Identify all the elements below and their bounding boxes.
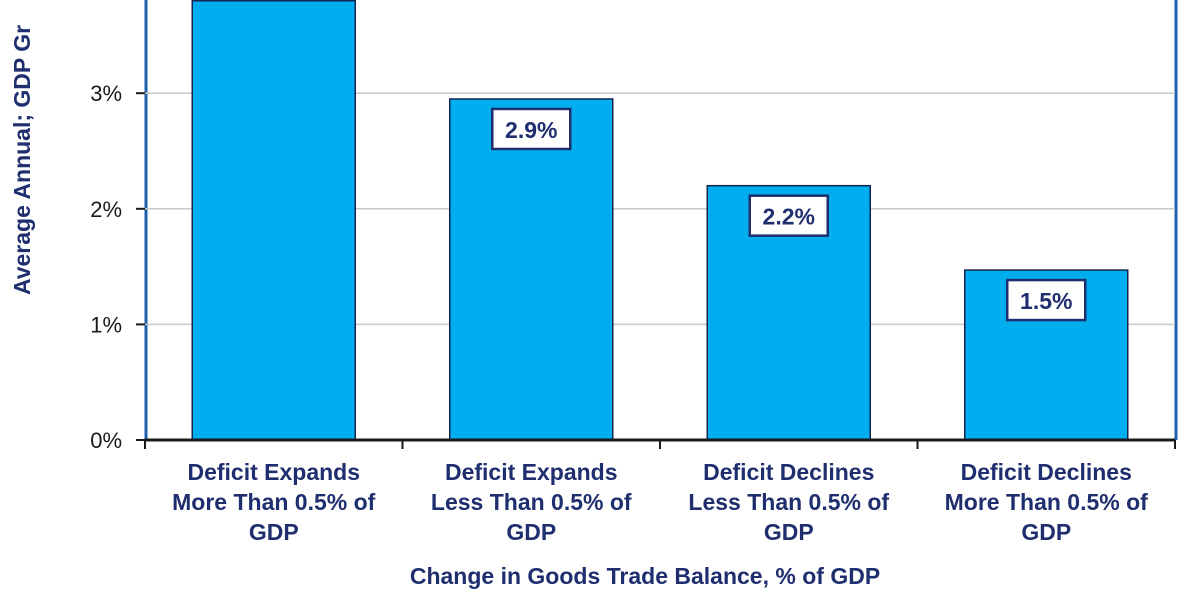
- x-axis-title: Change in Goods Trade Balance, % of GDP: [410, 563, 880, 589]
- bar-1: [191, 0, 356, 441]
- x-tick-label-4: Deficit Declines More Than 0.5% of GDP: [945, 459, 1149, 545]
- data-label-box-4: [1006, 278, 1087, 322]
- y-tick-label-1%: 1%: [90, 312, 122, 337]
- x-tick-label-3: Deficit Declines Less Than 0.5% of GDP: [688, 459, 889, 545]
- data-label-3: 2.2%: [763, 204, 815, 230]
- x-tick-label-2: Deficit Expands Less Than 0.5% of GDP: [431, 459, 632, 545]
- y-tick-label-3%: 3%: [90, 81, 122, 106]
- y-axis-title: Average Annual; GDP Gr: [9, 25, 35, 295]
- y-tick-label-2%: 2%: [90, 197, 122, 222]
- data-label-box-3: [748, 194, 829, 237]
- data-label-box-2: [491, 107, 572, 151]
- y-tick-label-0%: 0%: [90, 428, 122, 453]
- data-label-2: 2.9%: [505, 117, 557, 143]
- bar-2: [449, 98, 614, 441]
- x-tick-label-1: Deficit Expands More Than 0.5% of GDP: [172, 459, 376, 545]
- data-label-4: 1.5%: [1020, 288, 1072, 314]
